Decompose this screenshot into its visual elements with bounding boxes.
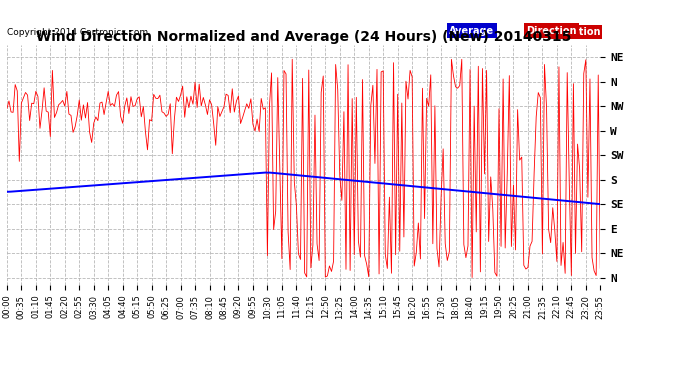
Text: Copyright 2014 Cartronics.com: Copyright 2014 Cartronics.com (7, 28, 148, 37)
Text: Average: Average (449, 26, 494, 36)
Text: Direction: Direction (550, 27, 600, 37)
Title: Wind Direction Normalized and Average (24 Hours) (New) 20140315: Wind Direction Normalized and Average (2… (36, 30, 571, 44)
Text: Direction: Direction (526, 26, 577, 36)
Text: Average: Average (555, 27, 600, 37)
